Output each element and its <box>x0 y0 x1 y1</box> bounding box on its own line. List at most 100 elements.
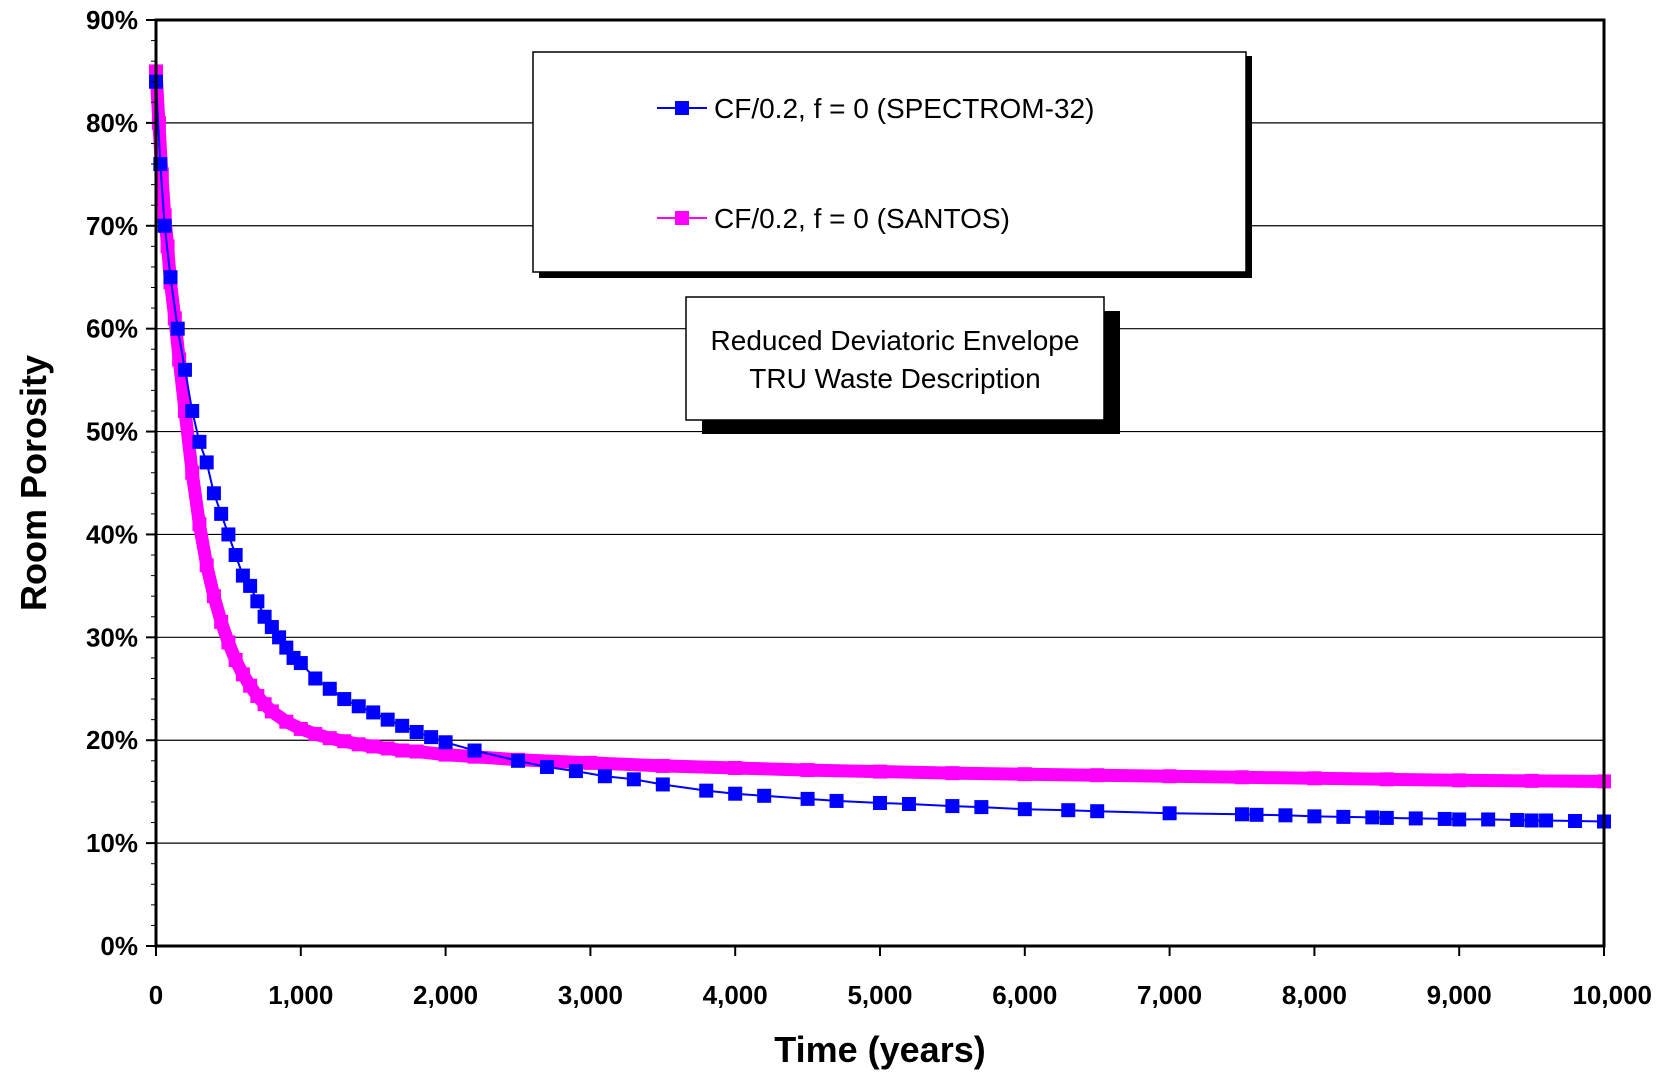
spectrom-point <box>1539 813 1554 828</box>
santos-point <box>279 714 294 729</box>
spectrom-point <box>214 506 229 521</box>
y-tick-label: 70% <box>86 211 138 241</box>
x-tick-label: 7,000 <box>1137 980 1202 1010</box>
santos-point <box>1307 771 1322 786</box>
x-tick-label: 2,000 <box>413 980 478 1010</box>
santos-point <box>438 747 453 762</box>
x-tick-label: 4,000 <box>703 980 768 1010</box>
legend-marker-spectrom <box>675 101 689 115</box>
santos-point <box>351 737 366 752</box>
spectrom-point <box>1437 811 1452 826</box>
legend-entry-spectrom: CF/0.2, f = 0 (SPECTROM-32) <box>657 93 1094 124</box>
spectrom-point <box>337 692 352 707</box>
spectrom-point <box>901 797 916 812</box>
spectrom-point <box>539 759 554 774</box>
spectrom-point <box>1307 809 1322 824</box>
santos-point <box>214 614 229 629</box>
spectrom-point <box>395 718 410 733</box>
santos-point <box>728 761 743 776</box>
y-tick-label: 60% <box>86 314 138 344</box>
spectrom-point <box>424 730 439 745</box>
spectrom-point <box>177 362 192 377</box>
santos-point <box>1162 769 1177 784</box>
santos-point <box>800 763 815 778</box>
spectrom-point <box>157 218 172 233</box>
santos-point <box>1452 773 1467 788</box>
axis-ticks <box>146 19 1605 956</box>
y-tick-label: 90% <box>86 5 138 35</box>
spectrom-point <box>438 735 453 750</box>
spectrom-point <box>250 594 265 609</box>
spectrom-point <box>380 712 395 727</box>
spectrom-point <box>1278 808 1293 823</box>
spectrom-point <box>626 772 641 787</box>
spectrom-point <box>511 753 525 768</box>
spectrom-point <box>192 434 207 449</box>
santos-point <box>1524 773 1539 788</box>
santos-point <box>235 667 250 682</box>
legend: CF/0.2, f = 0 (SPECTROM-32) CF/0.2, f = … <box>532 51 1252 278</box>
spectrom-point <box>185 403 200 418</box>
spectrom-point <box>351 699 366 714</box>
spectrom-point <box>322 681 337 696</box>
santos-point <box>221 635 236 650</box>
spectrom-point <box>1061 803 1076 818</box>
spectrom-point <box>1568 813 1583 828</box>
legend-label-santos: CF/0.2, f = 0 (SANTOS) <box>714 203 1010 234</box>
y-tick-label: 40% <box>86 519 138 549</box>
spectrom-point <box>228 548 243 563</box>
series-spectrom <box>149 74 1611 829</box>
spectrom-point <box>873 795 887 810</box>
santos-point <box>409 744 424 759</box>
spectrom-point <box>728 786 743 801</box>
y-tick-label: 50% <box>86 417 138 447</box>
santos-point <box>366 739 381 754</box>
x-axis-title: Time (years) <box>774 1029 985 1070</box>
santos-point <box>655 758 670 773</box>
x-tick-label: 8,000 <box>1282 980 1347 1010</box>
santos-point <box>1017 767 1032 782</box>
spectrom-point <box>1481 812 1496 827</box>
legend-marker-santos <box>675 211 689 225</box>
santos-point <box>337 734 352 749</box>
x-tick-labels: 0 1,000 2,000 3,000 4,000 5,000 6,000 7,000 8,00… <box>149 980 1652 1010</box>
spectrom-point <box>409 724 424 739</box>
spectrom-point <box>1336 809 1351 824</box>
spectrom-point <box>597 769 612 784</box>
spectrom-point <box>1452 812 1467 827</box>
santos-point <box>395 743 410 758</box>
annotation-line-1: Reduced Deviatoric Envelope <box>711 325 1080 356</box>
santos-point <box>945 766 960 781</box>
santos-point <box>1235 770 1249 785</box>
santos-point <box>1379 772 1394 787</box>
spectrom-point <box>366 705 381 720</box>
santos-point <box>583 755 598 770</box>
spectrom-point <box>1249 807 1264 822</box>
legend-box <box>532 51 1247 273</box>
y-tick-label: 0% <box>100 931 138 961</box>
y-axis-title: Room Porosity <box>13 355 54 611</box>
santos-point <box>308 727 323 742</box>
y-tick-label: 30% <box>86 622 138 652</box>
annotation: Reduced Deviatoric Envelope TRU Waste De… <box>685 296 1120 434</box>
x-tick-label: 6,000 <box>992 980 1057 1010</box>
spectrom-point <box>800 791 815 806</box>
spectrom-point <box>1235 807 1249 822</box>
santos-point <box>199 558 214 573</box>
santos-point <box>322 731 337 746</box>
spectrom-point <box>1090 804 1105 819</box>
spectrom-point <box>568 764 583 779</box>
legend-entry-santos: CF/0.2, f = 0 (SANTOS) <box>657 203 1010 234</box>
santos-point <box>185 465 200 480</box>
santos-point <box>192 517 207 532</box>
santos-point <box>1090 768 1105 783</box>
spectrom-point <box>1379 810 1394 825</box>
spectrom-point <box>163 270 178 285</box>
x-tick-label: 5,000 <box>847 980 912 1010</box>
santos-point <box>873 764 887 779</box>
spectrom-point <box>829 793 844 808</box>
legend-label-spectrom: CF/0.2, f = 0 (SPECTROM-32) <box>714 93 1094 124</box>
spectrom-point <box>757 788 772 803</box>
y-tick-labels: 0% 10% 20% 30% 40% 50% 60% 70% 80% 90% <box>86 5 138 961</box>
